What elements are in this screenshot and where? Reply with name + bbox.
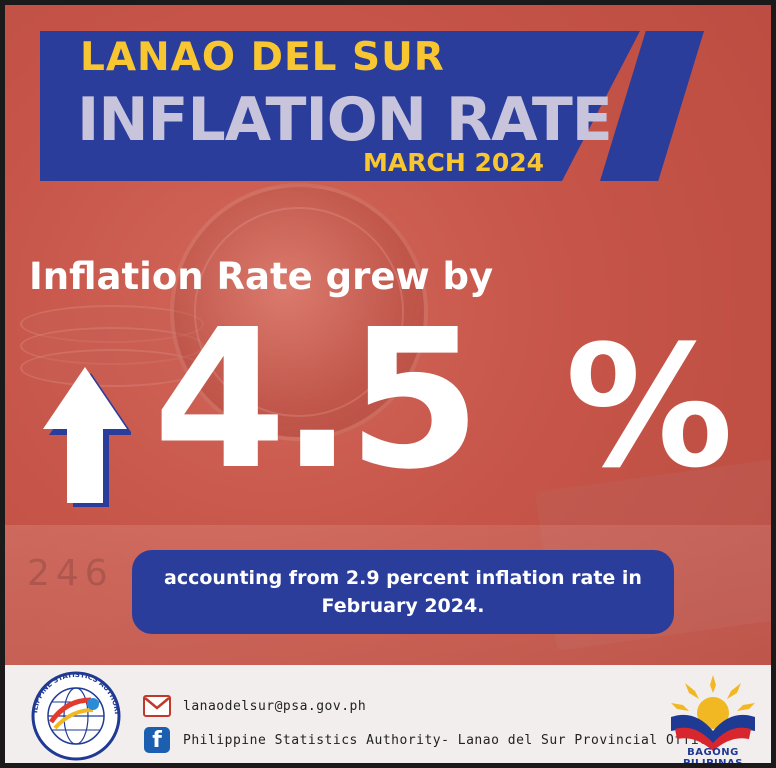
coin-stack bbox=[20, 349, 204, 387]
comparison-pill: accounting from 2.9 percent inflation ra… bbox=[132, 550, 674, 634]
comparison-text: accounting from 2.9 percent inflation ra… bbox=[164, 566, 642, 618]
mail-icon bbox=[143, 695, 171, 717]
bagong-pilipinas-logo bbox=[671, 675, 755, 751]
coin bbox=[170, 183, 428, 441]
facebook-icon: f bbox=[144, 727, 170, 753]
email-address[interactable]: lanaodelsur@psa.gov.ph bbox=[183, 698, 367, 714]
main-title: INFLATION RATE bbox=[77, 85, 613, 155]
footer: PHILIPPINE STATISTICS AUTHORITY lanaodel… bbox=[5, 665, 771, 763]
banknote-serial: 246 bbox=[27, 553, 114, 594]
header-band bbox=[40, 31, 640, 181]
up-arrow-icon bbox=[43, 367, 131, 507]
psa-logo: PHILIPPINE STATISTICS AUTHORITY bbox=[21, 670, 121, 761]
bagong-pilipinas-label: BAGONG PILIPINAS bbox=[683, 747, 743, 763]
percent-sign: % bbox=[565, 309, 734, 505]
period-title: MARCH 2024 bbox=[363, 148, 545, 177]
facebook-row: f Philippine Statistics Authority- Lanao… bbox=[143, 727, 716, 753]
email-row: lanaodelsur@psa.gov.ph bbox=[143, 695, 366, 717]
facebook-page[interactable]: Philippine Statistics Authority- Lanao d… bbox=[183, 732, 716, 748]
infographic-poster: 246 LANAO DEL SUR INFLATION RATE MARCH 2… bbox=[5, 5, 771, 763]
inflation-value: 4.5 bbox=[153, 289, 481, 512]
province-title: LANAO DEL SUR bbox=[80, 35, 445, 80]
headline: Inflation Rate grew by bbox=[29, 255, 494, 298]
